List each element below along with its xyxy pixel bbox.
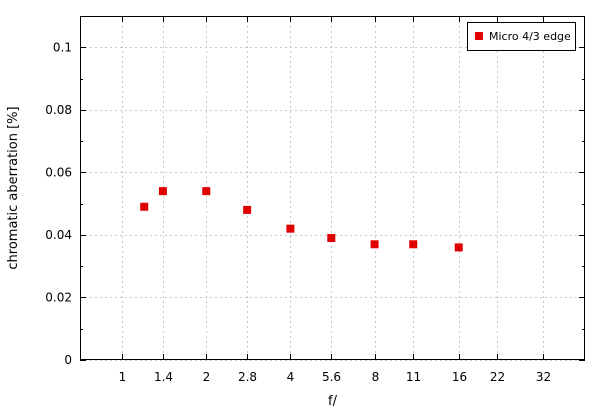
legend: Micro 4/3 edge xyxy=(467,22,576,51)
x-axis-title: f/ xyxy=(328,394,338,409)
x-tick-label: 32 xyxy=(536,370,551,384)
x-tick-label: 4 xyxy=(287,370,295,384)
x-tick-label: 22 xyxy=(490,370,505,384)
y-tick-label: 0 xyxy=(64,353,72,367)
y-tick-label: 0.06 xyxy=(45,165,72,179)
y-tick-label: 0.02 xyxy=(45,290,72,304)
x-tick-label: 1 xyxy=(119,370,127,384)
x-tick-label: 8 xyxy=(372,370,380,384)
legend-box xyxy=(467,22,576,51)
y-tick-label: 0.04 xyxy=(45,228,72,242)
data-point xyxy=(202,187,211,196)
x-tick-label: 11 xyxy=(406,370,421,384)
data-point xyxy=(454,243,463,252)
data-point xyxy=(140,202,149,211)
y-axis-title: chromatic aberration [%] xyxy=(6,106,21,269)
data-point xyxy=(327,234,336,243)
y-tick-label: 0.1 xyxy=(53,40,72,54)
data-point xyxy=(286,224,295,233)
axis-ticks xyxy=(80,16,585,361)
x-tick-label: 2 xyxy=(203,370,211,384)
x-tick-label: 1.4 xyxy=(154,370,173,384)
data-point xyxy=(370,240,379,249)
plot-frame xyxy=(80,16,585,360)
x-tick-label: 2.8 xyxy=(238,370,257,384)
plot-area xyxy=(80,16,585,360)
legend-marker xyxy=(475,32,483,40)
data-point xyxy=(243,205,252,214)
legend-label: Micro 4/3 edge xyxy=(489,30,571,43)
x-tick-label: 16 xyxy=(452,370,467,384)
data-point xyxy=(158,187,167,196)
x-tick-label: 5.6 xyxy=(322,370,341,384)
data-point xyxy=(409,240,418,249)
series-0 xyxy=(140,187,463,252)
y-tick-label: 0.08 xyxy=(45,103,72,117)
